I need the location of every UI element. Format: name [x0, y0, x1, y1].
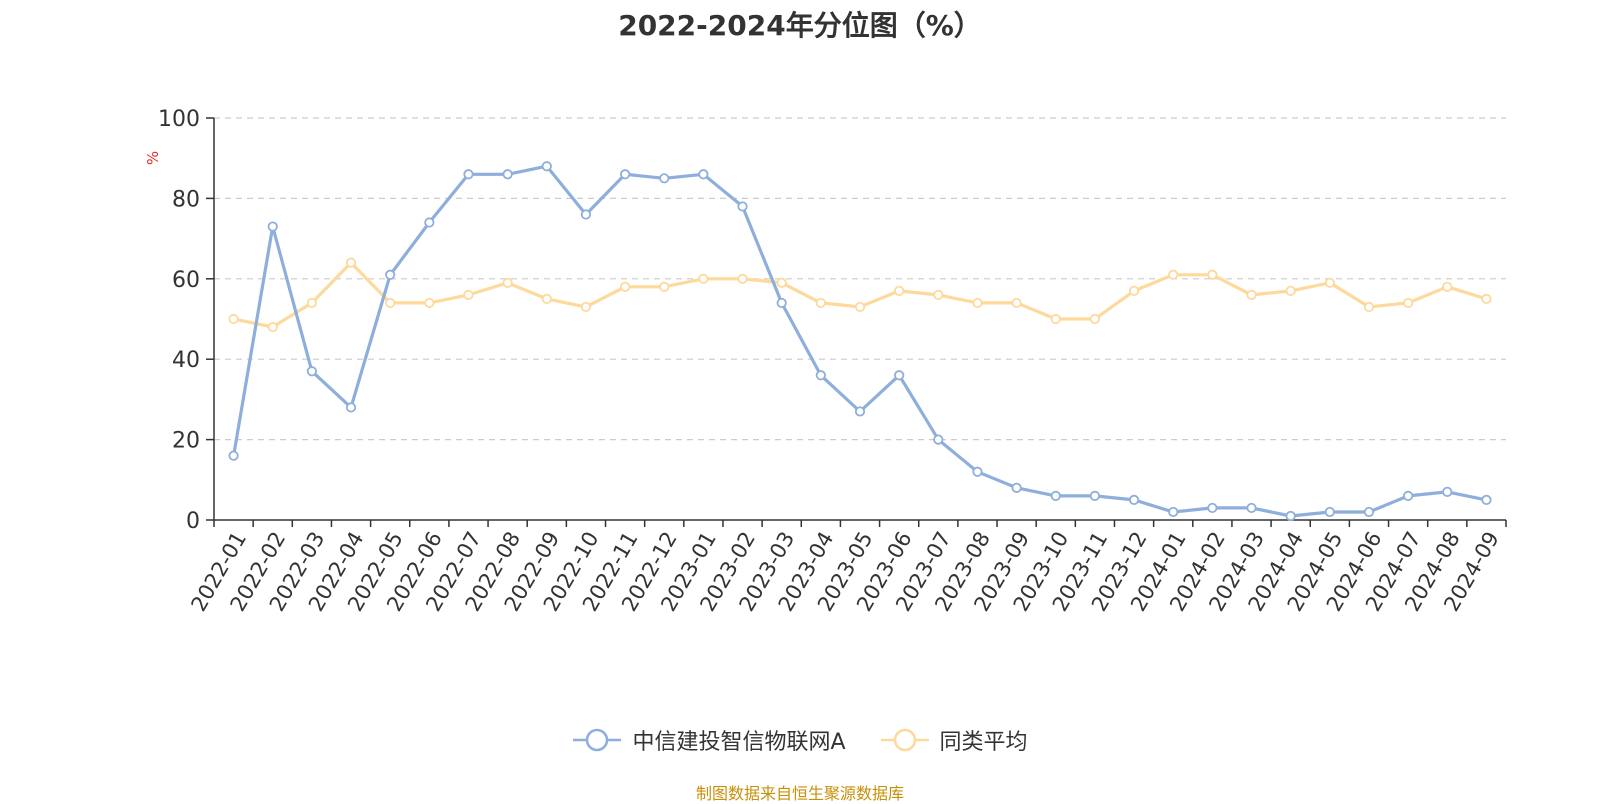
data-point[interactable] [972, 466, 983, 477]
data-point[interactable] [1128, 494, 1140, 505]
x-tick-labels: 2022-012022-022022-032022-042022-052022-… [186, 527, 1504, 615]
data-point[interactable] [385, 269, 396, 280]
data-point[interactable] [463, 169, 474, 180]
axes [206, 117, 1507, 527]
data-point[interactable] [1128, 285, 1140, 296]
data-point[interactable] [933, 434, 944, 445]
data-point[interactable] [737, 201, 748, 212]
data-point[interactable] [267, 321, 278, 333]
legend-label: 中信建投智信物联网A [632, 730, 846, 755]
data-point[interactable] [1011, 482, 1022, 493]
data-point[interactable] [424, 217, 435, 228]
data-point[interactable] [424, 297, 435, 309]
data-point[interactable] [1285, 285, 1296, 296]
data-point[interactable] [502, 169, 513, 180]
data-point[interactable] [1011, 297, 1022, 309]
data-point[interactable] [1246, 289, 1257, 300]
data-point[interactable] [1442, 281, 1453, 292]
y-tick-label: 60 [172, 268, 200, 293]
data-point[interactable] [1481, 293, 1492, 304]
data-point[interactable] [698, 169, 709, 180]
source-note: 制图数据来自恒生聚源数据库 [695, 784, 904, 803]
data-point[interactable] [267, 221, 278, 232]
data-point[interactable] [1246, 502, 1257, 514]
data-point[interactable] [541, 161, 552, 172]
legend: 中信建投智信物联网A 同类平均 [0, 724, 1600, 756]
grid-lines [214, 117, 1506, 441]
data-point[interactable] [345, 257, 357, 268]
legend-line-circle-icon [573, 728, 622, 752]
data-point[interactable] [1168, 269, 1179, 280]
data-point[interactable] [698, 273, 709, 284]
data-point[interactable] [1481, 494, 1492, 505]
data-point[interactable] [1363, 301, 1375, 313]
legend-label: 同类平均 [939, 730, 1028, 755]
chart-title: 2022-2024年分位图（%） [618, 9, 982, 42]
data-point[interactable] [854, 301, 866, 313]
data-point[interactable] [1324, 277, 1335, 288]
data-point[interactable] [228, 313, 239, 325]
y-axis-unit-label: % [144, 151, 162, 165]
data-point[interactable] [894, 370, 905, 381]
data-point[interactable] [345, 402, 357, 413]
data-point[interactable] [228, 450, 239, 461]
data-point[interactable] [1442, 486, 1453, 497]
data-point[interactable] [1285, 510, 1296, 522]
y-tick-label: 100 [158, 107, 200, 132]
data-point[interactable] [933, 289, 944, 300]
data-point[interactable] [1207, 502, 1218, 514]
data-point[interactable] [737, 273, 748, 284]
data-point[interactable] [1403, 297, 1414, 309]
data-point[interactable] [659, 173, 670, 184]
data-point[interactable] [815, 370, 826, 381]
data-point[interactable] [776, 297, 787, 309]
data-point[interactable] [502, 277, 513, 288]
data-point[interactable] [1168, 506, 1179, 518]
data-point[interactable] [815, 297, 826, 309]
data-point[interactable] [385, 297, 396, 309]
data-point[interactable] [541, 293, 552, 304]
data-point[interactable] [306, 297, 317, 309]
data-point[interactable] [306, 366, 317, 377]
data-point[interactable] [1089, 313, 1101, 325]
data-point[interactable] [463, 289, 474, 300]
legend-item-0[interactable]: 中信建投智信物联网A [572, 724, 846, 756]
data-point[interactable] [1050, 313, 1061, 325]
data-point[interactable] [776, 277, 787, 288]
data-point[interactable] [659, 281, 670, 292]
data-point[interactable] [580, 209, 592, 220]
y-tick-label: 80 [172, 187, 200, 212]
y-tick-label: 20 [172, 429, 200, 454]
data-point[interactable] [619, 169, 631, 180]
series-lines [228, 161, 1492, 522]
data-point[interactable] [1363, 506, 1375, 518]
data-point[interactable] [1050, 490, 1061, 501]
data-point[interactable] [854, 406, 866, 417]
data-point[interactable] [1089, 490, 1101, 501]
data-point[interactable] [1403, 490, 1414, 501]
y-tick-label: 0 [186, 509, 200, 534]
series-line-1 [233, 261, 1487, 329]
y-tick-label: 40 [172, 348, 200, 373]
data-point[interactable] [1324, 506, 1335, 518]
series-line-0 [232, 164, 1487, 518]
y-tick-labels: 0 20 40 60 80 100 [158, 107, 200, 534]
data-point[interactable] [1207, 269, 1218, 280]
legend-item-1[interactable]: 同类平均 [880, 724, 1028, 756]
data-point[interactable] [894, 285, 905, 296]
data-point[interactable] [580, 301, 592, 313]
data-point[interactable] [619, 281, 631, 292]
data-point[interactable] [972, 297, 983, 309]
legend-line-circle-icon [880, 728, 929, 752]
